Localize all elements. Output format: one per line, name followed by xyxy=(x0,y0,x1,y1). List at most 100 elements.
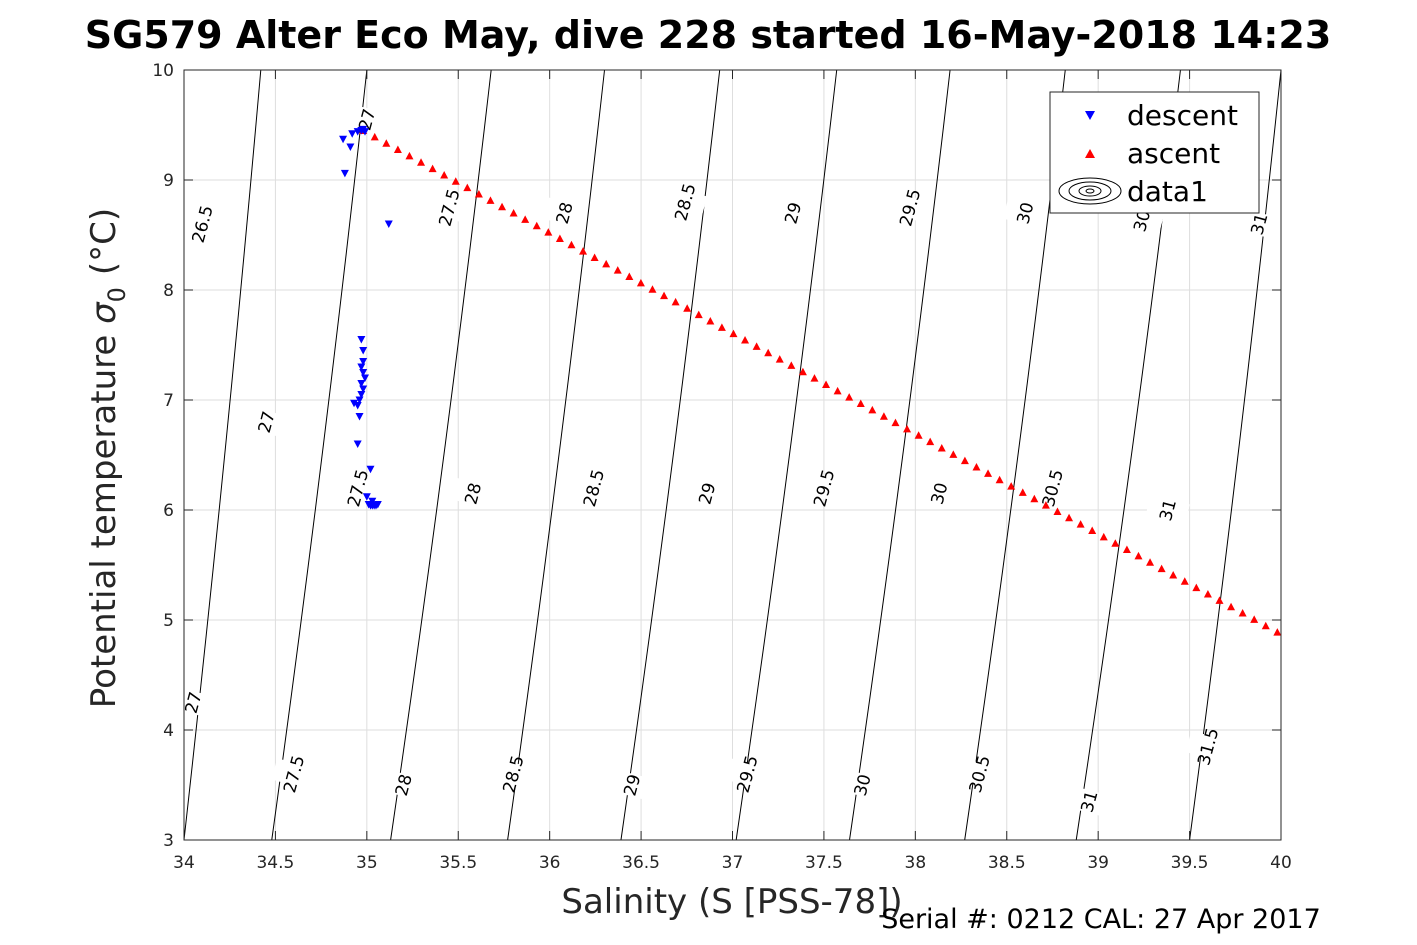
x-tick-label: 40 xyxy=(1270,853,1292,873)
descent-point xyxy=(357,363,366,371)
contour-line xyxy=(183,69,262,841)
ascent-point xyxy=(1261,621,1270,630)
contour-label-bg xyxy=(180,208,225,240)
ascent-point xyxy=(1215,596,1224,604)
descent-point xyxy=(359,369,368,377)
contour-line xyxy=(390,69,492,841)
isopycnal-contours xyxy=(183,69,1282,841)
contour-label-bg xyxy=(1185,730,1231,763)
y-axis-ticks: 3 4 5 6 7 8 9 10 xyxy=(152,61,1281,851)
ascent-point xyxy=(555,234,564,242)
ascent-point xyxy=(856,399,865,408)
ascent-point xyxy=(1146,558,1155,566)
ascent-point xyxy=(937,443,946,452)
contour-label-bg xyxy=(1145,494,1190,526)
contour-label-bg xyxy=(662,186,708,218)
y-tick-label: 8 xyxy=(163,281,174,301)
y-tick-label: 3 xyxy=(163,831,174,851)
ascent-point xyxy=(544,228,553,236)
ascent-point xyxy=(810,374,819,382)
ascent-point xyxy=(694,310,703,319)
ascent-point xyxy=(1018,488,1027,496)
ascent-point xyxy=(428,164,437,173)
contour-label-bg xyxy=(381,769,426,801)
y-axis-label-text: Potential temperature xyxy=(84,335,124,708)
x-tick-label: 38.5 xyxy=(988,853,1026,873)
ascent-point xyxy=(903,424,912,433)
ascent-point xyxy=(960,456,969,465)
contour-labels: 26.527272727.527.527.528282828.528.528.5… xyxy=(170,103,1282,818)
ascent-point xyxy=(440,170,449,179)
ascent-point xyxy=(1169,570,1178,579)
descent-point xyxy=(339,135,348,144)
ascent-point xyxy=(1238,609,1247,617)
contour-label-bg xyxy=(271,758,316,790)
contour-label-bg xyxy=(344,103,389,136)
ascent-point xyxy=(671,297,680,306)
legend-descent-label: descent xyxy=(1127,99,1238,132)
ascent-point xyxy=(787,361,796,369)
contour-label-bg xyxy=(244,406,289,438)
ascent-point xyxy=(1053,507,1062,515)
ascent-point xyxy=(625,272,634,281)
ascent-point xyxy=(463,183,472,192)
descent-point xyxy=(373,501,382,509)
descent-series xyxy=(339,125,393,510)
ascent-point xyxy=(798,367,807,376)
chart-title: SG579 Alter Eco May, dive 228 started 16… xyxy=(85,13,1332,57)
y-tick-label: 7 xyxy=(163,391,174,411)
legend-ascent-marker xyxy=(1085,149,1095,158)
legend-ascent-label: ascent xyxy=(1127,137,1220,170)
descent-point xyxy=(359,358,368,366)
contour-label-bg xyxy=(490,758,536,790)
contour-line xyxy=(735,69,838,841)
x-tick-label: 37 xyxy=(722,853,744,873)
ascent-point xyxy=(1227,602,1236,611)
ascent-point xyxy=(891,418,900,427)
descent-point xyxy=(340,169,349,178)
y-tick-label: 6 xyxy=(163,501,174,521)
y-tick-label: 9 xyxy=(163,171,174,191)
ascent-point xyxy=(868,405,877,414)
x-axis-ticks: 34 34.5 35 35.5 36 36.5 37 37.5 38 38.5 39 39.5 40 xyxy=(173,70,1292,873)
ascent-point xyxy=(1041,501,1050,509)
ascent-point xyxy=(636,278,645,287)
ascent-point xyxy=(567,240,576,249)
ascent-point xyxy=(590,253,599,261)
y-axis-label-symbol: σ xyxy=(84,301,124,324)
contour-label-bg xyxy=(684,477,730,510)
legend-box xyxy=(1049,91,1260,214)
ascent-point xyxy=(833,386,842,395)
contour-label-bg xyxy=(609,769,655,801)
ascent-point xyxy=(532,221,541,230)
ascent-point xyxy=(1099,532,1108,541)
ascent-point xyxy=(579,247,588,255)
ascent-point xyxy=(984,469,993,477)
x-tick-label: 36 xyxy=(539,853,561,873)
ascent-point xyxy=(405,151,414,160)
ascent-point xyxy=(822,380,831,388)
descent-point xyxy=(357,336,366,344)
ascent-point xyxy=(845,393,854,401)
ascent-point xyxy=(752,342,761,350)
descent-point xyxy=(353,440,362,448)
descent-point xyxy=(366,465,375,474)
ascent-point xyxy=(1122,545,1131,554)
ascent-point xyxy=(1134,551,1143,560)
ascent-point xyxy=(1203,590,1212,598)
ascent-point xyxy=(393,145,402,154)
ascent-point xyxy=(1065,513,1074,522)
x-tick-label: 35 xyxy=(356,853,378,873)
x-tick-label: 34.5 xyxy=(256,853,294,873)
ascent-point xyxy=(382,139,391,147)
ascent-point xyxy=(509,209,518,217)
contour-label-bg xyxy=(801,472,847,504)
descent-point xyxy=(350,399,359,408)
contour-label-bg xyxy=(571,472,616,504)
contour-line xyxy=(1189,69,1282,841)
ascent-point xyxy=(717,323,726,331)
contour-line xyxy=(849,69,951,841)
contour-label-bg xyxy=(770,197,816,229)
ascent-point xyxy=(914,431,923,439)
